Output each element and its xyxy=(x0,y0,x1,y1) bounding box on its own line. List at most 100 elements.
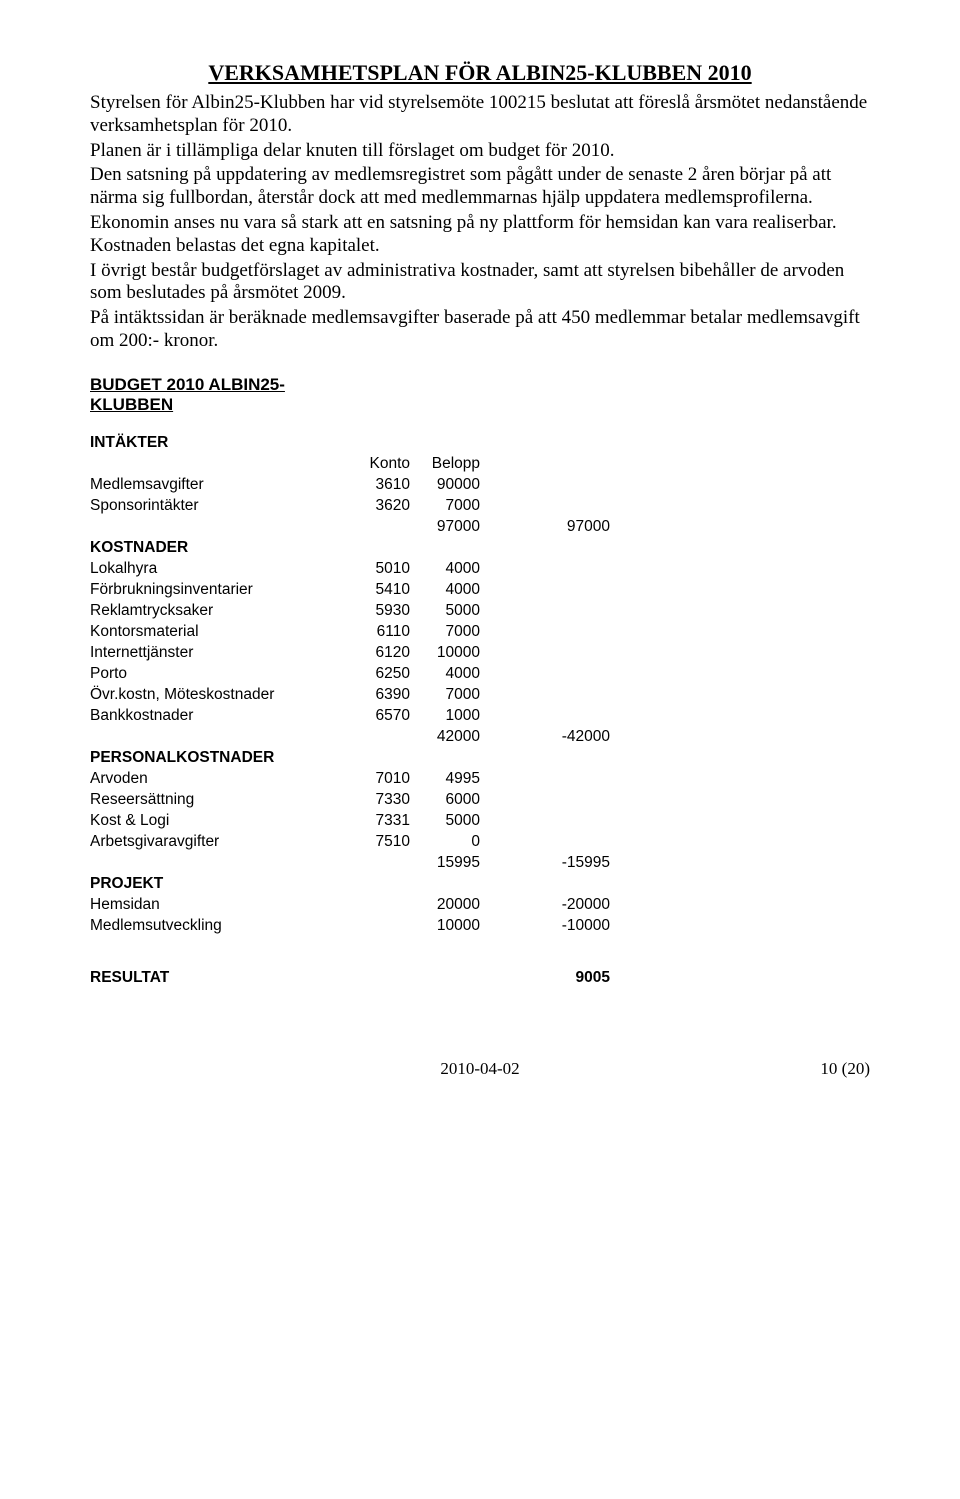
row-konto: 6250 xyxy=(340,664,410,685)
table-row: Reseersättning 7330 6000 xyxy=(90,790,610,811)
row-konto: 7510 xyxy=(340,832,410,853)
row-label: Medlemsavgifter xyxy=(90,475,340,496)
budget-heading: BUDGET 2010 ALBIN25- KLUBBEN xyxy=(90,375,870,415)
row-belopp: 0 xyxy=(410,832,480,853)
page-footer: 2010-04-02 10 (20) xyxy=(90,1059,870,1079)
header-konto: Konto xyxy=(340,454,410,475)
row-belopp: 5000 xyxy=(410,811,480,832)
row-konto: 5930 xyxy=(340,601,410,622)
paragraph: Styrelsen för Albin25-Klubben har vid st… xyxy=(90,92,870,138)
row-label: Porto xyxy=(90,664,340,685)
row-label: Övr.kostn, Möteskostnader xyxy=(90,685,340,706)
row-belopp: 1000 xyxy=(410,706,480,727)
row-belopp: 20000 xyxy=(410,895,480,916)
table-row: Arvoden 7010 4995 xyxy=(90,769,610,790)
header-belopp: Belopp xyxy=(410,454,480,475)
row-label: Hemsidan xyxy=(90,895,340,916)
row-belopp: 7000 xyxy=(410,685,480,706)
column-headers: Konto Belopp xyxy=(90,454,610,475)
row-net: -20000 xyxy=(480,895,610,916)
row-label: Medlemsutveckling xyxy=(90,916,340,937)
row-konto: 7330 xyxy=(340,790,410,811)
row-label: Förbrukningsinventarier xyxy=(90,580,340,601)
row-belopp: 4000 xyxy=(410,580,480,601)
page-title: VERKSAMHETSPLAN FÖR ALBIN25-KLUBBEN 2010 xyxy=(90,60,870,86)
row-label: Internettjänster xyxy=(90,643,340,664)
table-row: Kontorsmaterial 6110 7000 xyxy=(90,622,610,643)
row-belopp: 10000 xyxy=(410,916,480,937)
table-row: Hemsidan 20000 -20000 xyxy=(90,895,610,916)
row-belopp: 90000 xyxy=(410,475,480,496)
body-text-block: Styrelsen för Albin25-Klubben har vid st… xyxy=(90,92,870,353)
row-konto: 6120 xyxy=(340,643,410,664)
result-row: RESULTAT 9005 xyxy=(90,968,610,989)
row-belopp: 6000 xyxy=(410,790,480,811)
row-konto: 6110 xyxy=(340,622,410,643)
section-intakter: INTÄKTER xyxy=(90,433,610,454)
subtotal-row: 15995 -15995 xyxy=(90,853,610,874)
budget-table: INTÄKTER Konto Belopp Medlemsavgifter 36… xyxy=(90,433,610,989)
row-belopp: 4000 xyxy=(410,559,480,580)
spacer xyxy=(90,937,610,968)
row-net: -10000 xyxy=(480,916,610,937)
row-belopp: 7000 xyxy=(410,622,480,643)
row-label: Kontorsmaterial xyxy=(90,622,340,643)
subtotal-net: 97000 xyxy=(480,517,610,538)
budget-heading-line1: BUDGET 2010 ALBIN25- xyxy=(90,375,285,394)
row-belopp: 10000 xyxy=(410,643,480,664)
row-label: Reseersättning xyxy=(90,790,340,811)
subtotal-belopp: 42000 xyxy=(410,727,480,748)
subtotal-belopp: 97000 xyxy=(410,517,480,538)
table-row: Förbrukningsinventarier 5410 4000 xyxy=(90,580,610,601)
table-row: Sponsorintäkter 3620 7000 xyxy=(90,496,610,517)
row-belopp: 4995 xyxy=(410,769,480,790)
row-label: Sponsorintäkter xyxy=(90,496,340,517)
subtotal-net: -42000 xyxy=(480,727,610,748)
section-title: KOSTNADER xyxy=(90,538,340,559)
section-title: PROJEKT xyxy=(90,874,340,895)
paragraph: På intäktssidan är beräknade medlemsavgi… xyxy=(90,307,870,353)
paragraph: Planen är i tillämpliga delar knuten til… xyxy=(90,140,870,163)
row-belopp: 5000 xyxy=(410,601,480,622)
row-konto: 3610 xyxy=(340,475,410,496)
paragraph: Ekonomin anses nu vara så stark att en s… xyxy=(90,212,870,258)
row-label: Kost & Logi xyxy=(90,811,340,832)
section-projekt: PROJEKT xyxy=(90,874,610,895)
section-personal: PERSONALKOSTNADER xyxy=(90,748,610,769)
subtotal-row: 97000 97000 xyxy=(90,517,610,538)
table-row: Bankkostnader 6570 1000 xyxy=(90,706,610,727)
table-row: Medlemsavgifter 3610 90000 xyxy=(90,475,610,496)
table-row: Medlemsutveckling 10000 -10000 xyxy=(90,916,610,937)
table-row: Arbetsgivaravgifter 7510 0 xyxy=(90,832,610,853)
row-konto: 7010 xyxy=(340,769,410,790)
row-konto: 5010 xyxy=(340,559,410,580)
row-belopp: 7000 xyxy=(410,496,480,517)
section-title: PERSONALKOSTNADER xyxy=(90,748,340,769)
table-row: Lokalhyra 5010 4000 xyxy=(90,559,610,580)
row-konto: 3620 xyxy=(340,496,410,517)
row-label: Bankkostnader xyxy=(90,706,340,727)
table-row: Kost & Logi 7331 5000 xyxy=(90,811,610,832)
row-label: Arbetsgivaravgifter xyxy=(90,832,340,853)
footer-page-number: 10 (20) xyxy=(820,1059,870,1079)
row-konto: 6570 xyxy=(340,706,410,727)
subtotal-belopp: 15995 xyxy=(410,853,480,874)
row-konto: 6390 xyxy=(340,685,410,706)
section-title: INTÄKTER xyxy=(90,433,340,454)
table-row: Porto 6250 4000 xyxy=(90,664,610,685)
row-label: Lokalhyra xyxy=(90,559,340,580)
row-label: Reklamtrycksaker xyxy=(90,601,340,622)
table-row: Reklamtrycksaker 5930 5000 xyxy=(90,601,610,622)
row-konto: 5410 xyxy=(340,580,410,601)
row-konto: 7331 xyxy=(340,811,410,832)
subtotal-net: -15995 xyxy=(480,853,610,874)
table-row: Internettjänster 6120 10000 xyxy=(90,643,610,664)
paragraph: Den satsning på uppdatering av medlemsre… xyxy=(90,164,870,210)
result-value: 9005 xyxy=(480,968,610,989)
footer-date: 2010-04-02 xyxy=(440,1059,519,1078)
paragraph: I övrigt består budgetförslaget av admin… xyxy=(90,260,870,306)
result-label: RESULTAT xyxy=(90,968,340,989)
budget-heading-line2: KLUBBEN xyxy=(90,395,173,414)
row-label: Arvoden xyxy=(90,769,340,790)
section-kostnader: KOSTNADER xyxy=(90,538,610,559)
